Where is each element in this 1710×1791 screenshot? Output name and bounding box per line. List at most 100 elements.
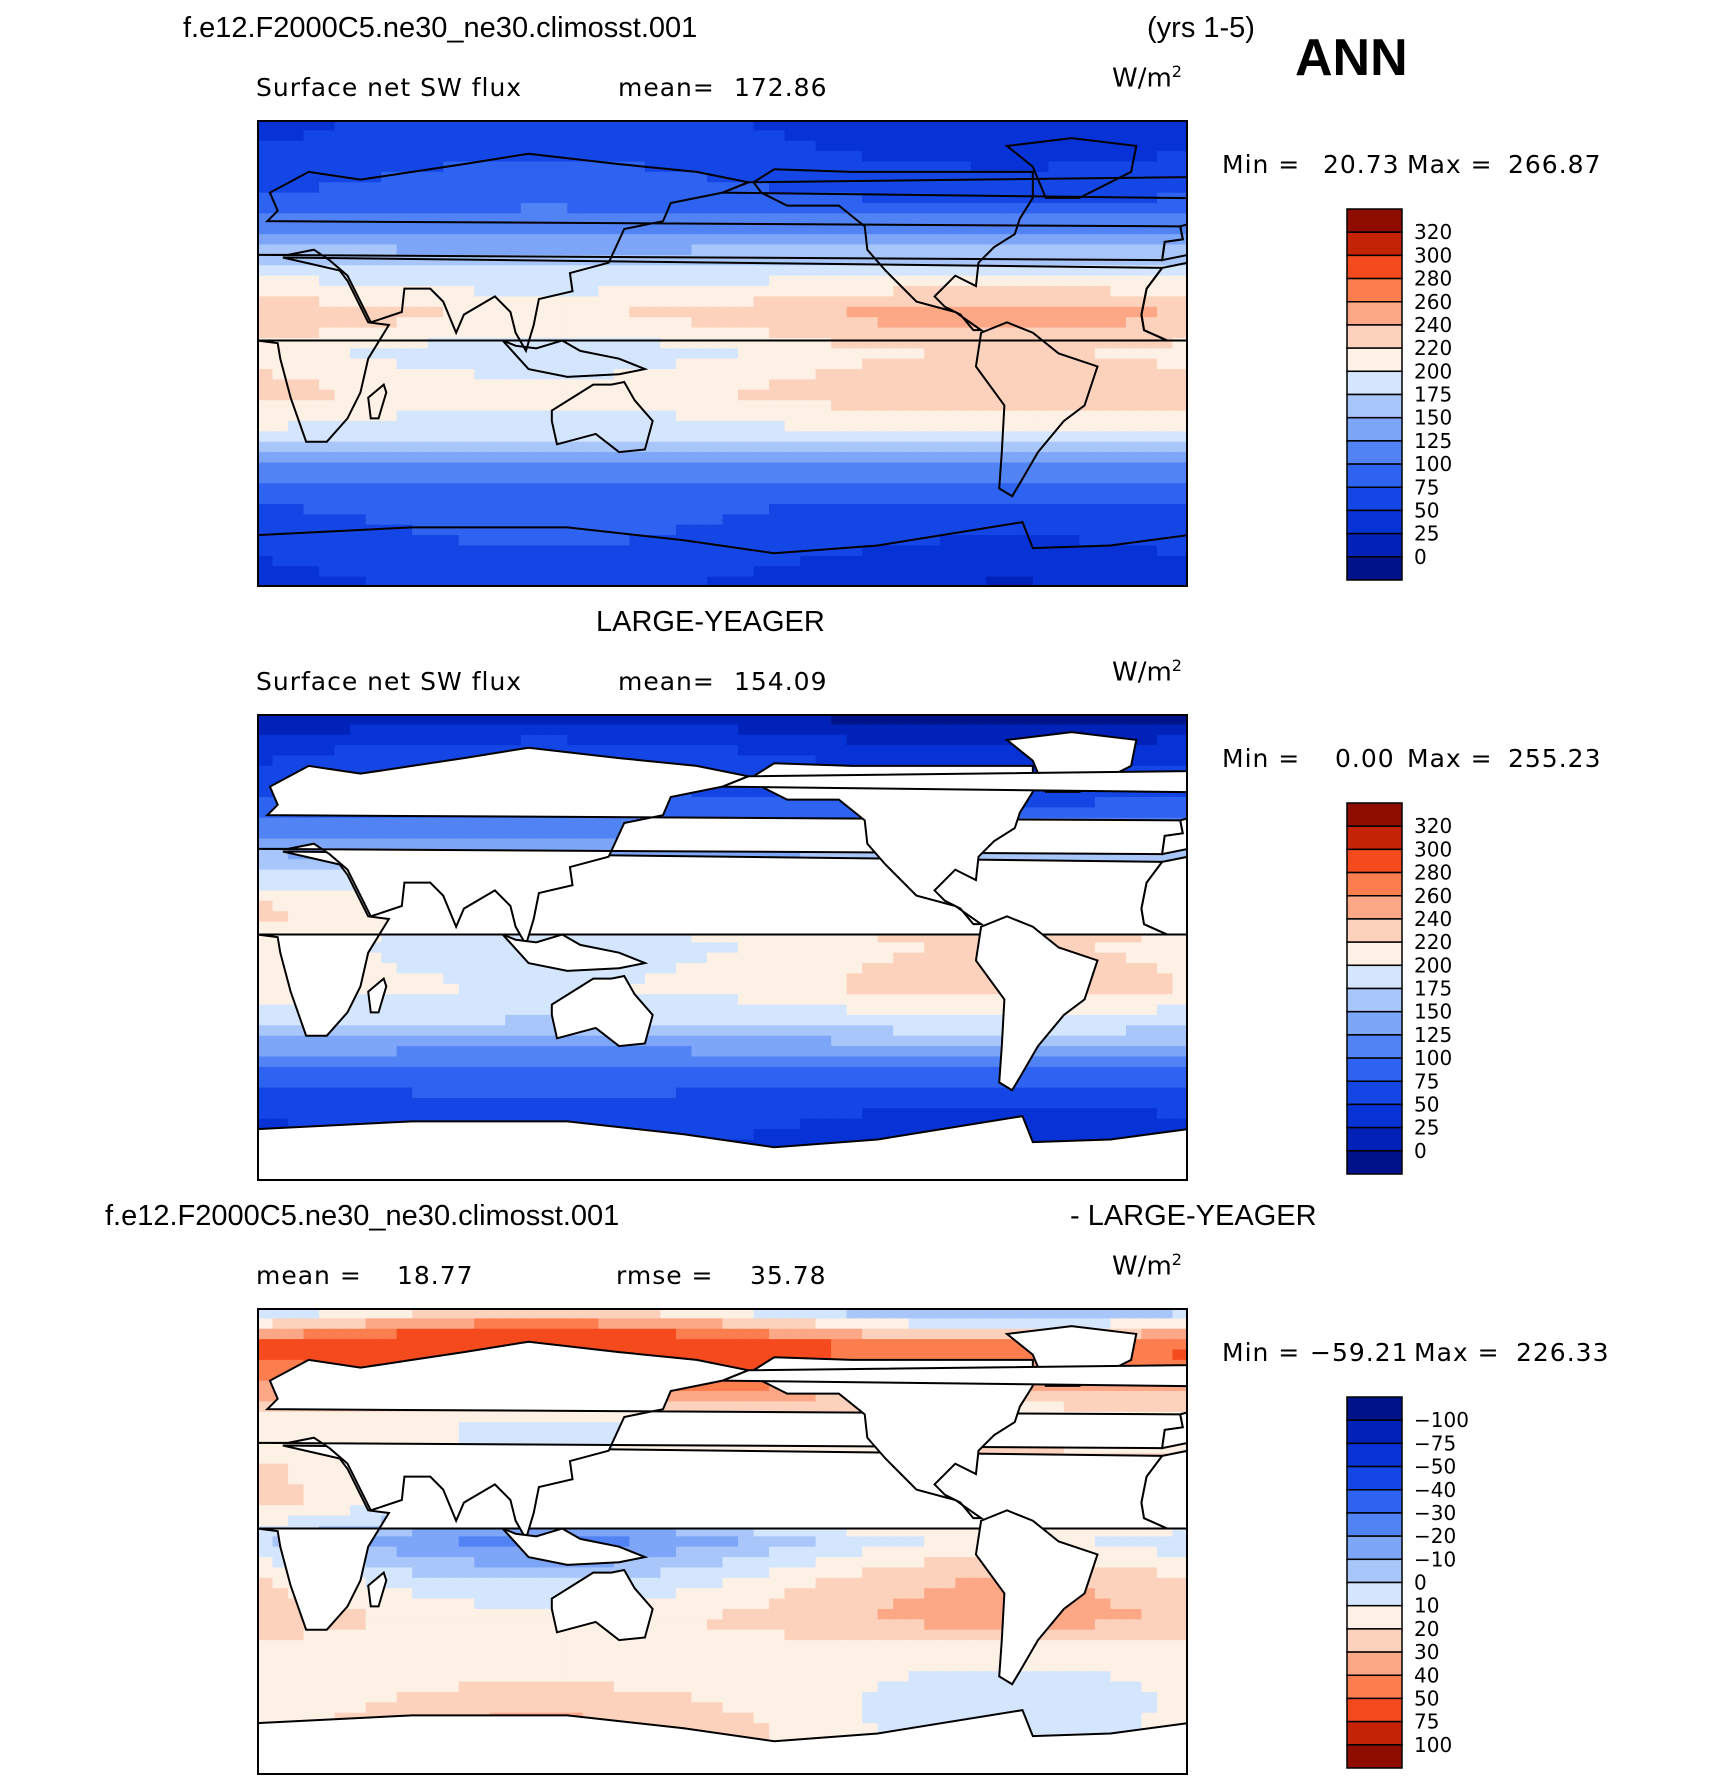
colorbar-tick-label: 320 <box>1414 220 1452 244</box>
field-cell <box>1048 130 1065 142</box>
field-cell <box>458 1077 475 1089</box>
field-cell <box>1063 337 1080 349</box>
field-cell <box>1079 514 1096 526</box>
field-cell <box>319 462 336 474</box>
field-cell <box>334 400 351 412</box>
field-cell <box>784 286 801 298</box>
field-cell <box>319 171 336 183</box>
field-cell <box>303 514 320 526</box>
field-cell <box>1048 472 1065 484</box>
field-cell <box>350 1066 367 1078</box>
field-cell <box>862 576 879 587</box>
field-cell <box>350 244 367 256</box>
field-cell <box>427 265 444 277</box>
field-cell <box>769 192 786 204</box>
field-cell <box>474 379 491 391</box>
field-cell <box>970 472 987 484</box>
field-cell <box>955 244 972 256</box>
field-cell <box>381 503 398 515</box>
field-cell <box>334 1087 351 1099</box>
field-cell <box>551 472 568 484</box>
field-cell <box>769 223 786 235</box>
field-cell <box>986 265 1003 277</box>
field-cell <box>939 942 956 954</box>
field-cell <box>955 213 972 225</box>
field-cell <box>629 973 646 985</box>
field-cell <box>427 213 444 225</box>
field-cell <box>1125 931 1143 943</box>
field-cell <box>334 545 351 557</box>
field-cell <box>520 161 537 173</box>
field-cell <box>1094 410 1112 422</box>
field-cell <box>1048 1025 1065 1037</box>
field-cell <box>644 545 662 557</box>
field-cell <box>644 130 662 142</box>
field-cell <box>629 369 646 381</box>
field-cell <box>613 265 630 277</box>
field-cell <box>1110 452 1127 464</box>
field-cell <box>986 1066 1003 1078</box>
field-cell <box>319 524 336 536</box>
field-cell <box>800 327 817 339</box>
field-cell <box>257 555 274 567</box>
field-cell <box>722 130 739 142</box>
field-cell <box>350 838 367 850</box>
field-cell <box>350 203 367 214</box>
field-cell <box>1156 265 1174 277</box>
field-cell <box>1141 566 1158 578</box>
field-cell <box>520 130 537 142</box>
field-cell <box>474 244 491 256</box>
field-cell <box>427 1004 444 1016</box>
field-cell <box>769 379 786 391</box>
field-cell <box>753 151 770 163</box>
field-cell <box>815 306 832 318</box>
field-cell <box>582 745 599 757</box>
field-cell <box>629 472 646 484</box>
field-cell <box>1063 161 1080 173</box>
field-cell <box>877 182 894 194</box>
field-cell <box>1110 931 1127 943</box>
field-cell <box>1141 931 1158 943</box>
field-cell <box>769 1056 786 1068</box>
field-cell <box>1017 493 1034 505</box>
field-cell <box>520 306 537 318</box>
field-cell <box>272 566 289 578</box>
field-cell <box>288 130 305 142</box>
field-cell <box>769 714 786 725</box>
field-cell <box>629 555 646 567</box>
field-cell <box>443 120 460 131</box>
field-cell <box>458 140 475 152</box>
field-cell <box>1063 389 1080 401</box>
field-cell <box>877 714 894 725</box>
field-cell <box>257 797 274 808</box>
field-cell <box>489 400 506 412</box>
field-cell <box>272 765 289 777</box>
field-cell <box>769 1025 786 1037</box>
field-cell <box>660 452 677 464</box>
field-cell <box>955 441 972 453</box>
field-cell <box>660 745 677 757</box>
field-cell <box>831 296 848 308</box>
field-cell <box>1110 1077 1127 1089</box>
field-cell <box>1110 140 1127 152</box>
field-cell <box>970 120 987 131</box>
field-cell <box>288 1025 305 1037</box>
field-cell <box>722 797 739 808</box>
field-cell <box>722 755 739 767</box>
field-cell <box>381 337 398 349</box>
field-cell <box>1079 1087 1096 1099</box>
field-cell <box>862 161 879 173</box>
field-cell <box>1001 296 1018 308</box>
field-cell <box>474 431 491 443</box>
field-cell <box>691 755 708 767</box>
field-cell <box>629 1077 646 1089</box>
field-cell <box>1110 441 1127 453</box>
field-cell <box>862 244 879 256</box>
field-cell <box>753 1035 770 1047</box>
field-cell <box>489 734 506 746</box>
field-cell <box>536 441 553 453</box>
field-cell <box>551 213 568 225</box>
field-cell <box>939 483 956 495</box>
field-cell <box>970 483 987 495</box>
field-cell <box>800 797 817 808</box>
